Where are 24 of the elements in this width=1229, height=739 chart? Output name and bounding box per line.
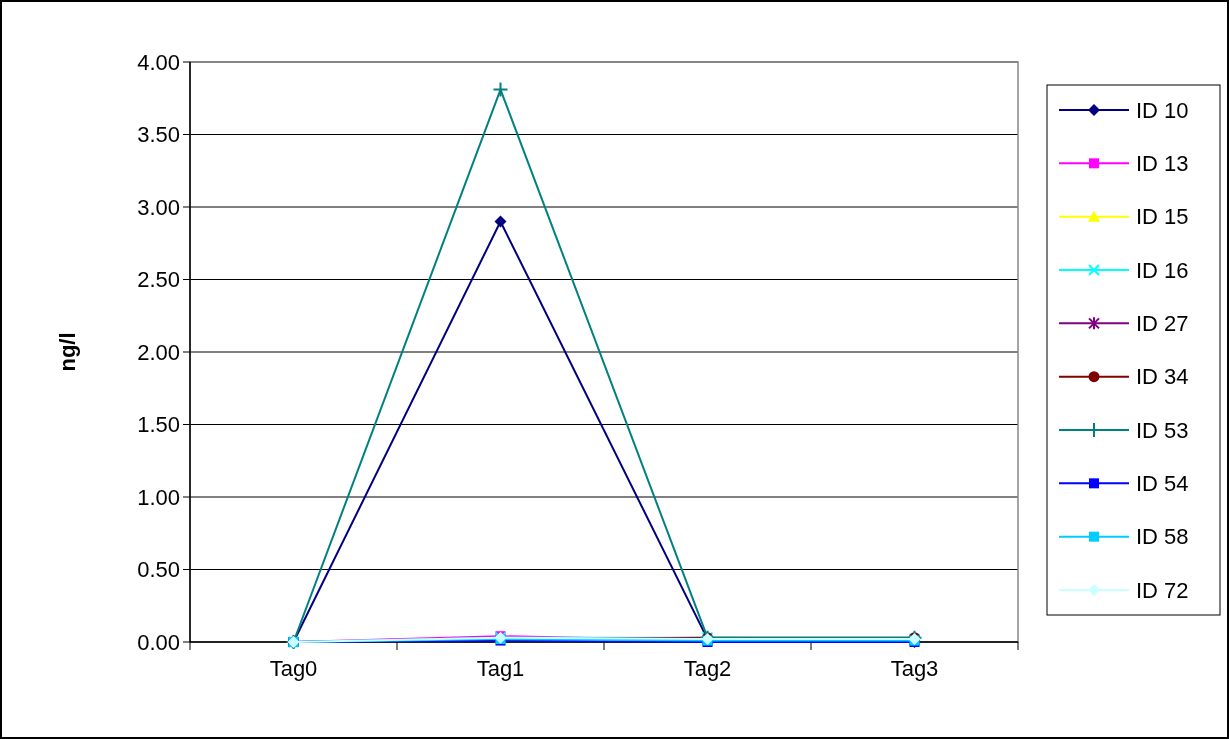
legend-label: ID 72 (1136, 577, 1189, 603)
x-tick-label: Tag2 (683, 656, 732, 681)
legend-label: ID 15 (1136, 204, 1189, 230)
x-tick-label: Tag0 (269, 656, 318, 681)
x-tick-label: Tag1 (476, 656, 525, 681)
legend-label: ID 58 (1136, 524, 1189, 550)
legend-label: ID 27 (1136, 311, 1189, 337)
y-tick-label: 3.00 (137, 194, 180, 220)
x-tick-label: Tag3 (890, 656, 939, 681)
legend-label: ID 53 (1136, 417, 1189, 443)
y-tick-label: 4.00 (137, 49, 180, 75)
y-tick-label: 2.00 (137, 339, 180, 365)
y-tick-label: 3.50 (137, 122, 180, 148)
y-tick-label: 1.50 (137, 412, 180, 438)
legend-label: ID 54 (1136, 471, 1189, 497)
y-axis-title: ng/l (55, 332, 80, 372)
legend-label: ID 10 (1136, 97, 1189, 123)
legend-label: ID 16 (1136, 257, 1189, 283)
y-tick-label: 0.50 (137, 557, 180, 583)
y-tick-label: 2.50 (137, 267, 180, 293)
y-tick-label: 0.00 (137, 629, 180, 655)
y-tick-label: 1.00 (137, 484, 180, 510)
legend-label: ID 13 (1136, 151, 1189, 177)
legend-label: ID 34 (1136, 364, 1189, 390)
